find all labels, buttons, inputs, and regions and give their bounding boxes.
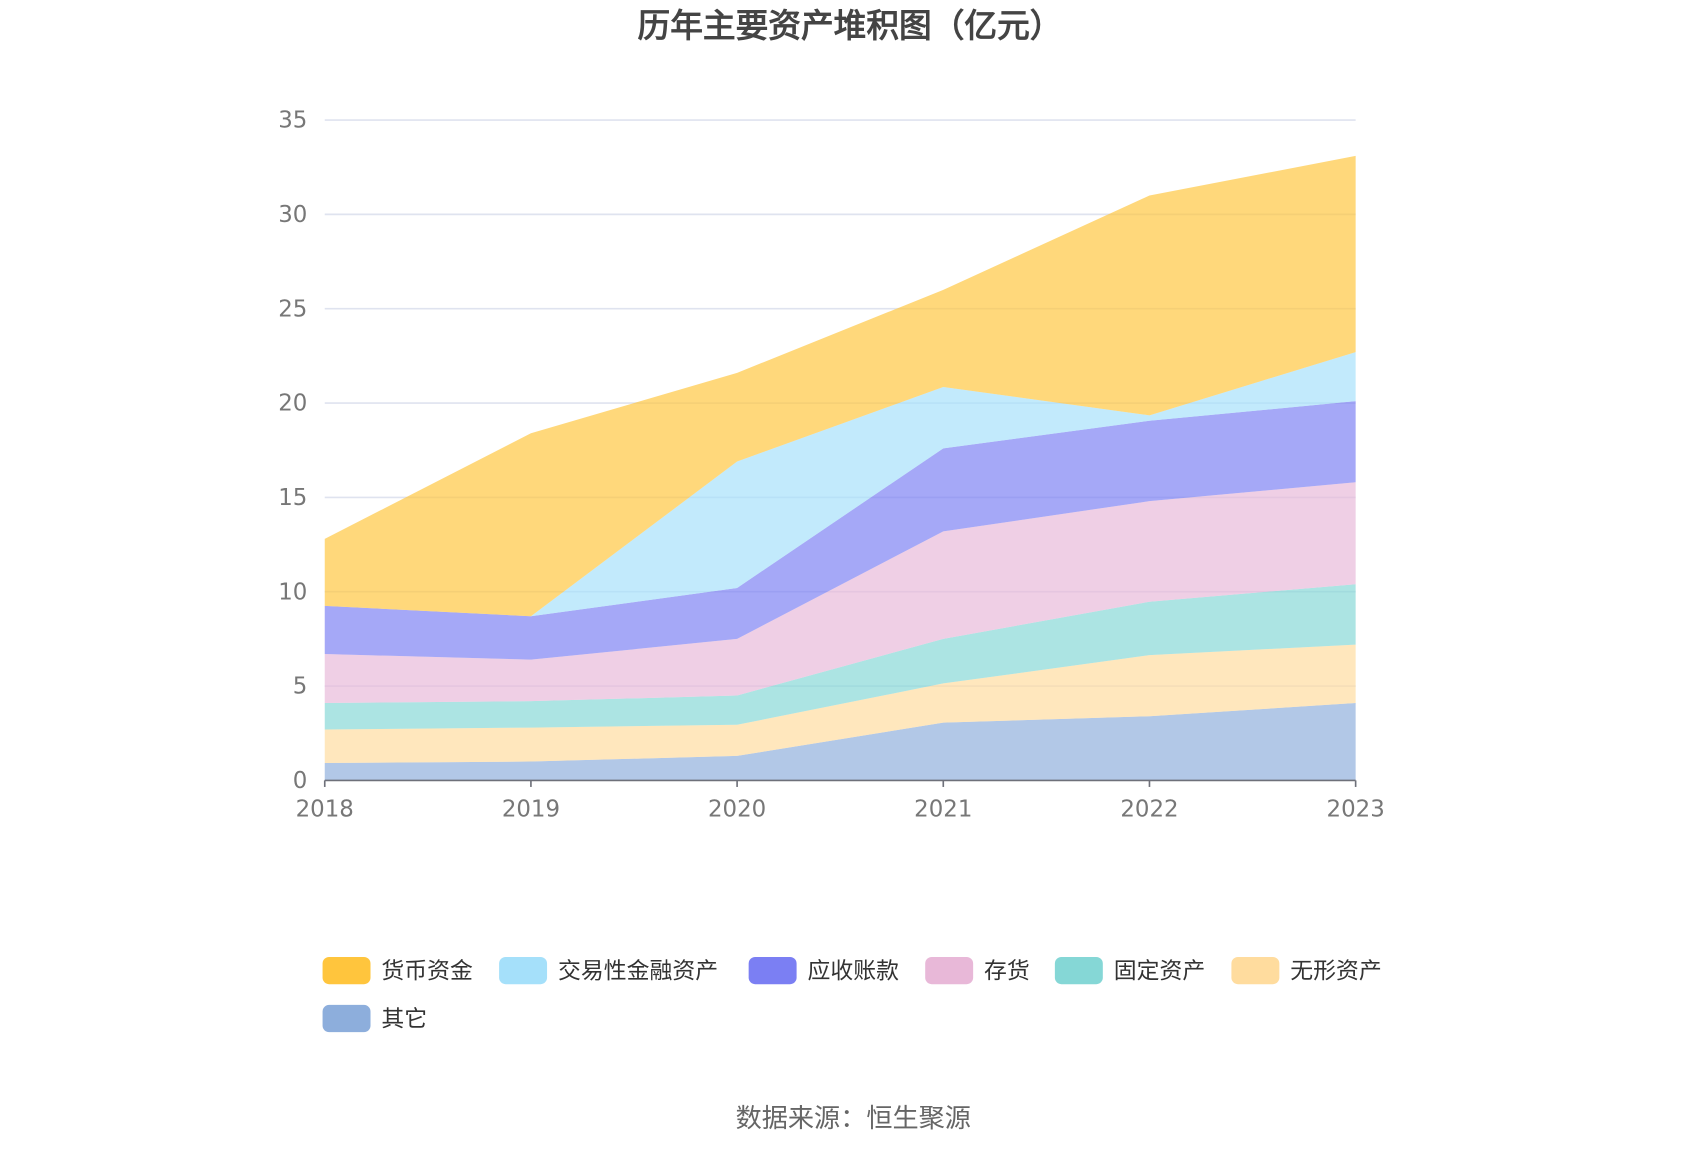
- x-tick-label: 2019: [502, 796, 560, 822]
- legend-label: 应收账款: [808, 959, 900, 985]
- legend-label: 其它: [381, 1007, 427, 1033]
- x-tick-label: 2023: [1327, 796, 1385, 822]
- chart-title: 历年主要资产堆积图（亿元）: [638, 7, 1063, 45]
- y-tick-label: 20: [278, 391, 307, 417]
- legend-swatch: [1231, 956, 1280, 985]
- y-tick-label: 15: [278, 485, 307, 511]
- legend-item[interactable]: 固定资产: [1054, 956, 1206, 985]
- x-tick-label: 2018: [296, 796, 354, 822]
- legend-item[interactable]: 应收账款: [748, 956, 900, 985]
- legend-label: 存货: [984, 959, 1030, 985]
- area-固定资产[interactable]: [324, 584, 1356, 730]
- area-交易性金融资产[interactable]: [324, 352, 1356, 617]
- legend-swatch: [925, 956, 974, 985]
- legend-label: 固定资产: [1114, 959, 1206, 985]
- y-tick-label: 5: [293, 674, 308, 700]
- area-其它[interactable]: [324, 703, 1356, 781]
- area-无形资产[interactable]: [324, 644, 1356, 764]
- areas: [324, 155, 1356, 781]
- y-tick-label: 25: [278, 296, 307, 322]
- x-tick-label: 2022: [1120, 796, 1178, 822]
- legend-swatch: [322, 1004, 371, 1033]
- legend-swatch: [1054, 956, 1103, 985]
- legend-label: 无形资产: [1290, 959, 1382, 985]
- legend-item[interactable]: 货币资金: [322, 956, 473, 985]
- y-tick-label: 30: [278, 202, 307, 228]
- legend-swatch: [499, 956, 548, 985]
- legend-label: 货币资金: [381, 959, 473, 985]
- y-tick-label: 10: [278, 579, 307, 605]
- legend-item[interactable]: 其它: [322, 1004, 428, 1033]
- legend-item[interactable]: 交易性金融资产: [499, 956, 718, 985]
- legend-item[interactable]: 无形资产: [1231, 956, 1382, 985]
- legend-swatch: [748, 956, 797, 985]
- legend-label: 交易性金融资产: [558, 959, 718, 985]
- data-source: 数据来源：恒生聚源: [736, 1104, 971, 1134]
- y-tick-label: 0: [293, 768, 308, 794]
- area-应收账款[interactable]: [324, 401, 1356, 660]
- y-tick-label: 35: [278, 108, 307, 134]
- legend-swatch: [322, 956, 371, 985]
- x-tick-label: 2020: [708, 796, 766, 822]
- axes: 0 5 10 15 20 25 30 35 2018 2019 2020 2021 2022 2023: [278, 108, 1385, 823]
- area-存货[interactable]: [324, 482, 1356, 704]
- area-货币资金[interactable]: [324, 155, 1356, 617]
- legend-item[interactable]: 存货: [925, 956, 1030, 985]
- x-tick-label: 2021: [914, 796, 972, 822]
